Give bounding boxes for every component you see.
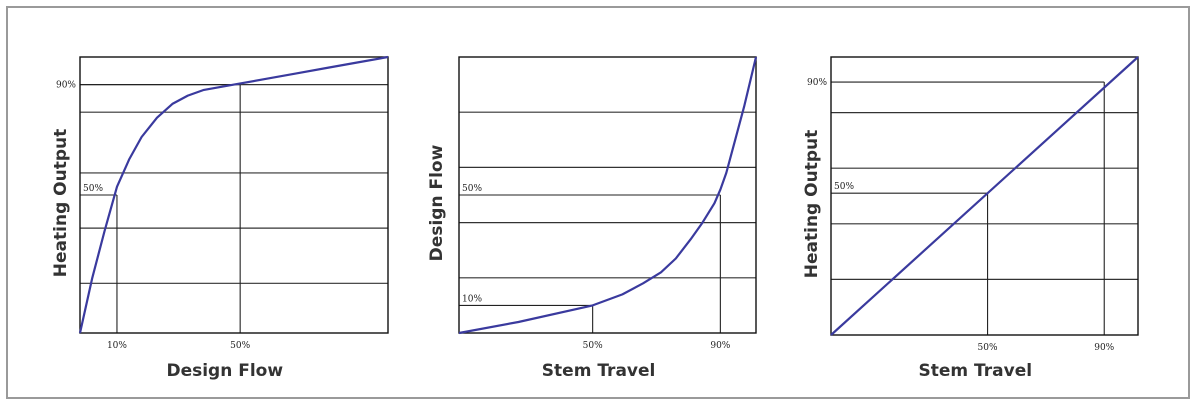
chart-2-ref-y-label-2: 50%	[462, 184, 482, 194]
chart-3-gridlines	[831, 111, 1138, 280]
chart-1: 50% 10% 90% 50% Heating Output Design Flow	[51, 55, 389, 381]
chart-1-reference-labels: 50% 10% 90% 50%	[56, 81, 251, 351]
chart-1-ref-y-label-1: 50%	[83, 184, 103, 194]
chart-2-gridlines	[459, 111, 756, 279]
chart-3-ref-y-label-2: 90%	[807, 78, 827, 88]
chart-3: 50% 50% 90% 90% Heating Output Stem Travel	[802, 56, 1139, 381]
chart-1-reference-lines	[80, 84, 241, 333]
chart-3-reference-labels: 50% 50% 90% 90%	[807, 78, 1115, 353]
chart-1-ref-x-label-1: 10%	[107, 341, 127, 351]
chart-1-y-axis-label: Heating Output	[51, 129, 71, 277]
chart-3-ref-y-label-1: 50%	[834, 182, 854, 192]
chart-2-series-line	[458, 56, 758, 335]
chart-2-ref-x-label-1: 50%	[583, 341, 603, 351]
chart-2-ref-x-label-2: 90%	[710, 341, 730, 351]
chart-3-ref-x-label-2: 90%	[1094, 343, 1114, 353]
chart-1-series-line	[78, 55, 389, 334]
chart-2-y-axis-label: Design Flow	[427, 144, 447, 261]
chart-3-y-axis-label: Heating Output	[802, 130, 822, 278]
chart-1-x-axis-label: Design Flow	[166, 361, 283, 381]
chart-1-gridlines	[80, 83, 388, 284]
chart-1-ref-y-label-2: 90%	[56, 81, 76, 91]
chart-3-x-axis-label: Stem Travel	[919, 361, 1033, 381]
chart-2-plot-area	[458, 56, 757, 334]
chart-3-plot-area	[830, 56, 1139, 336]
chart-2: 10% 50% 50% 90% Design Flow Stem Travel	[427, 56, 758, 381]
chart-1-ref-x-label-2: 50%	[230, 341, 250, 351]
chart-3-reference-lines	[831, 81, 1105, 335]
chart-3-ref-x-label-1: 50%	[978, 343, 998, 353]
chart-2-ref-y-label-1: 10%	[462, 294, 482, 304]
chart-2-reference-labels: 10% 50% 50% 90%	[462, 184, 731, 351]
chart-1-plot-area	[79, 56, 389, 334]
chart-2-reference-lines	[459, 194, 721, 333]
chart-2-x-axis-label: Stem Travel	[542, 361, 656, 381]
chart-3-series-line	[830, 56, 1139, 336]
